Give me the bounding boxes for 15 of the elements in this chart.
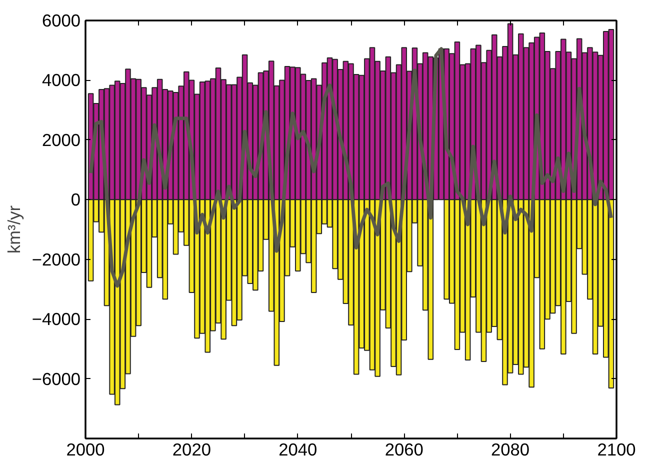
y-tick-label: −6000 (32, 368, 81, 389)
x-tick-label: 2020 (172, 440, 211, 460)
x-tick-label: 2060 (384, 440, 424, 460)
x-tick-label: 2080 (491, 440, 530, 460)
x-tick-label: 2100 (597, 440, 636, 460)
y-tick-label: −4000 (32, 309, 81, 330)
x-tick-label: 2040 (278, 440, 318, 460)
y-tick-label: 4000 (42, 70, 81, 90)
line-series (89, 47, 613, 288)
y-tick-label: −2000 (32, 249, 81, 270)
y-axis-title: km³/yr (4, 205, 24, 254)
y-tick-label: 0 (70, 190, 81, 210)
x-tick-label: 2000 (66, 440, 105, 460)
y-tick-label: 6000 (42, 10, 81, 30)
y-tick-label: 2000 (42, 130, 81, 150)
